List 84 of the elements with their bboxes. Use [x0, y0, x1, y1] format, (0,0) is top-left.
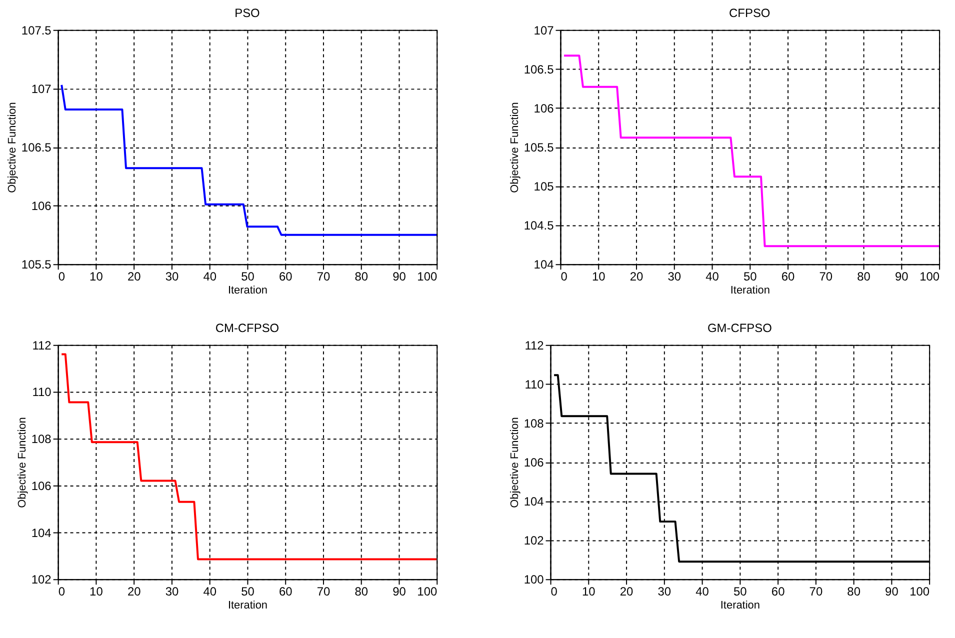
y-axis-title: Objective Function [508, 417, 521, 508]
x-tick-label: 20 [620, 584, 634, 599]
chart-title: PSO [234, 6, 260, 20]
y-tick-label: 112 [524, 338, 544, 352]
y-tick-label: 102 [524, 534, 544, 548]
x-tick-label: 50 [241, 584, 255, 599]
x-tick-label: 10 [582, 584, 596, 599]
x-tick-label: 100 [417, 270, 438, 284]
x-tick-label: 60 [278, 584, 293, 599]
x-tick-label: 20 [127, 584, 142, 599]
x-tick-label: 30 [165, 584, 179, 599]
y-tick-label: 100 [524, 572, 544, 587]
y-tick-label: 106 [31, 478, 52, 493]
x-tick-label: 80 [847, 584, 861, 599]
y-tick-label: 112 [32, 338, 52, 352]
x-tick-label: 10 [90, 270, 104, 284]
x-tick-label: 20 [127, 270, 142, 284]
x-tick-label: 50 [734, 584, 748, 599]
x-tick-label: 100 [920, 270, 940, 284]
y-tick-label: 104.5 [524, 218, 554, 233]
x-tick-label: 10 [90, 584, 104, 599]
y-tick-label: 104 [524, 494, 544, 509]
y-tick-label: 104 [534, 258, 554, 272]
y-tick-label: 104 [31, 526, 52, 540]
x-tick-label: 80 [354, 584, 368, 599]
x-axis-title: Iteration [720, 600, 760, 612]
x-tick-label: 70 [809, 584, 823, 599]
x-tick-label: 90 [392, 270, 406, 284]
x-tick-label: 60 [781, 270, 796, 284]
x-tick-label: 100 [417, 584, 438, 599]
x-tick-label: 0 [58, 584, 66, 599]
y-tick-label: 108 [524, 416, 544, 430]
x-tick-label: 60 [278, 270, 293, 284]
x-tick-label: 40 [696, 584, 710, 599]
x-tick-label: 30 [165, 270, 179, 284]
x-tick-label: 50 [241, 270, 255, 284]
x-tick-label: 40 [203, 270, 217, 284]
y-tick-label: 106.5 [524, 62, 554, 76]
y-tick-label: 106 [31, 199, 52, 214]
y-tick-label: 110 [32, 385, 52, 400]
x-axis-title: Iteration [228, 600, 268, 612]
y-tick-label: 106 [524, 456, 544, 470]
y-axis-title: Objective Function [6, 102, 18, 193]
x-tick-label: 80 [857, 270, 871, 284]
x-tick-label: 90 [392, 584, 406, 599]
chart-title: GM-CFPSO [707, 320, 772, 335]
x-tick-label: 50 [743, 270, 758, 284]
chart-title: CFPSO [729, 6, 770, 20]
x-tick-label: 10 [592, 270, 606, 284]
line-series [60, 353, 437, 560]
x-tick-label: 20 [630, 270, 644, 284]
chart-title: CM-CFPSO [215, 320, 280, 335]
x-tick-label: 70 [316, 584, 330, 599]
x-tick-label: 90 [885, 584, 899, 599]
y-tick-label: 107 [31, 82, 52, 96]
line-series [563, 54, 940, 248]
x-tick-label: 0 [560, 270, 568, 284]
y-axis-title: Objective Function [508, 102, 521, 193]
y-tick-label: 110 [524, 377, 544, 392]
y-tick-label: 107.5 [21, 23, 52, 38]
y-tick-label: 106.5 [21, 140, 52, 154]
x-tick-label: 60 [771, 584, 786, 599]
x-tick-label: 30 [658, 584, 672, 599]
y-tick-label: 106 [534, 101, 554, 116]
x-tick-label: 100 [910, 584, 930, 599]
x-tick-label: 0 [550, 584, 558, 599]
x-axis-title: Iteration [730, 284, 770, 297]
x-tick-label: 80 [354, 270, 368, 284]
x-tick-label: 0 [58, 270, 66, 284]
x-tick-label: 70 [316, 270, 330, 284]
y-tick-label: 105 [534, 180, 554, 194]
y-axis-title: Objective Function [16, 417, 28, 508]
x-tick-label: 70 [819, 270, 833, 284]
x-axis-title: Iteration [228, 284, 268, 297]
y-tick-label: 108 [31, 432, 52, 446]
y-tick-label: 107 [534, 23, 554, 38]
y-tick-label: 105.5 [21, 258, 52, 272]
line-series [60, 84, 437, 236]
x-tick-label: 40 [203, 584, 217, 599]
x-tick-label: 40 [706, 270, 720, 284]
y-tick-label: 102 [31, 572, 52, 587]
x-tick-label: 90 [895, 270, 909, 284]
y-tick-label: 105.5 [524, 140, 554, 154]
x-tick-label: 30 [668, 270, 682, 284]
